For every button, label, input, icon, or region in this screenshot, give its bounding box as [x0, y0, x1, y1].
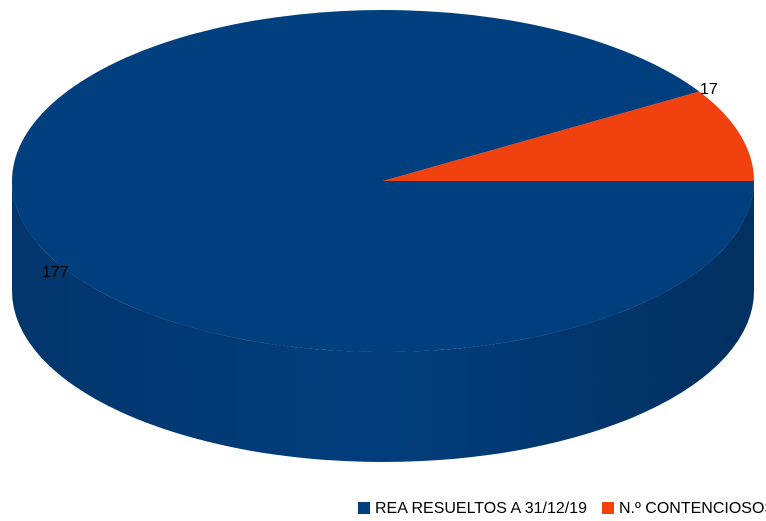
slice-side-shade — [12, 181, 754, 462]
slice — [383, 91, 754, 181]
legend-label: N.º CONTENCIOSOS A 31/12/19 — [619, 500, 766, 517]
data-label: 17 — [700, 81, 718, 98]
legend-label: REA RESUELTOS A 31/12/19 — [375, 500, 587, 517]
data-label: 177 — [42, 264, 69, 281]
slice — [11, 10, 754, 353]
legend-swatch — [358, 502, 370, 514]
legend-swatch — [601, 502, 614, 514]
